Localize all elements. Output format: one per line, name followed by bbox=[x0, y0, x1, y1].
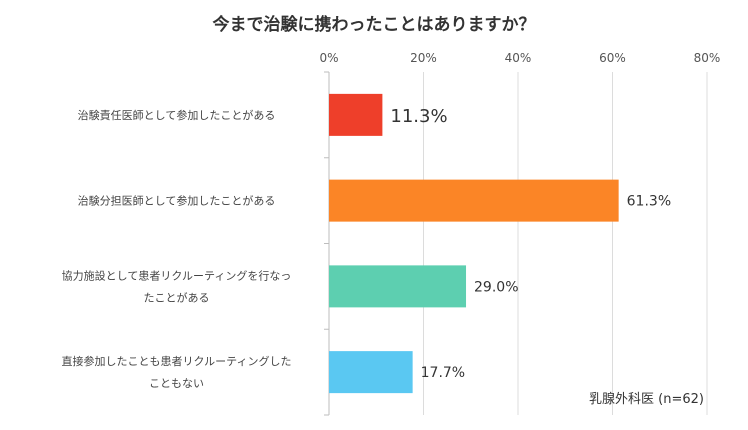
bar bbox=[329, 265, 467, 308]
chart-note: 乳腺外科医 (n=62) bbox=[589, 392, 704, 407]
bar bbox=[329, 351, 413, 394]
bar bbox=[329, 93, 383, 136]
data-label: 11.3% bbox=[390, 106, 447, 127]
category-label: こともない bbox=[149, 377, 204, 390]
data-label: 17.7% bbox=[421, 365, 465, 381]
data-label: 61.3% bbox=[627, 194, 671, 210]
x-tick-label: 40% bbox=[505, 51, 532, 65]
category-label: 直接参加したことも患者リクルーティングした bbox=[61, 354, 291, 368]
category-label: 治験責任医師として参加したことがある bbox=[78, 108, 276, 122]
x-tick-label: 20% bbox=[410, 51, 437, 65]
category-label: たことがある bbox=[144, 290, 210, 304]
category-label: 協力施設として患者リクルーティングを行なっ bbox=[62, 268, 292, 282]
x-tick-label: 80% bbox=[694, 51, 721, 65]
x-tick-label: 60% bbox=[599, 51, 626, 65]
x-tick-label: 0% bbox=[319, 51, 338, 65]
chart-title: 今まで治験に携わったことはありますか？ bbox=[212, 15, 536, 35]
data-label: 29.0% bbox=[474, 279, 518, 295]
category-label: 治験分担医師として参加したことがある bbox=[78, 194, 276, 208]
bar bbox=[329, 179, 619, 222]
